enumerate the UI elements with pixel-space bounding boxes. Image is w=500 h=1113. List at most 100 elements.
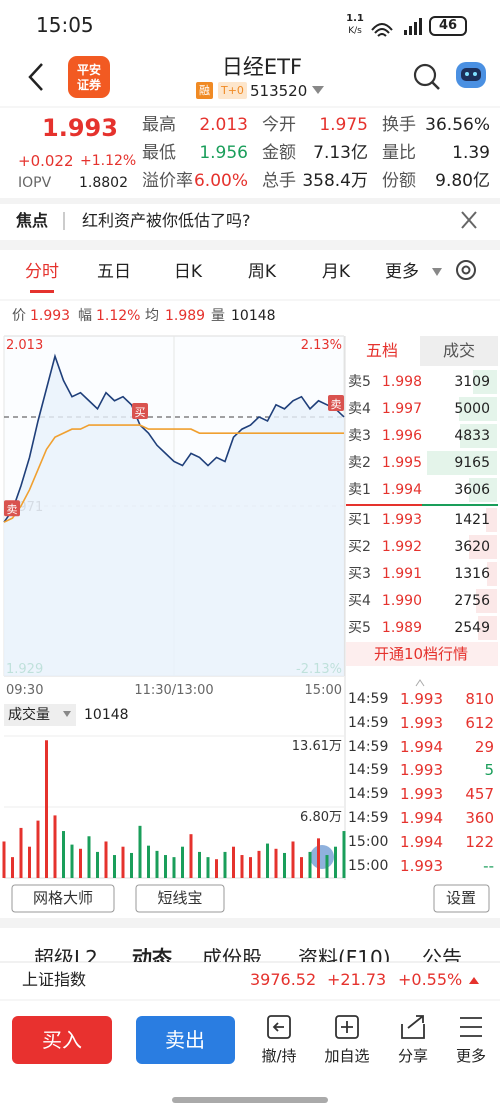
section-tabs: 超级L2 动态 成份股 资料(F10) 公告 — [0, 930, 500, 962]
x-tick-label: 11:30/13:00 — [134, 683, 213, 698]
stat-label: 总手 — [262, 171, 296, 191]
trade-time: 15:00 — [348, 833, 389, 850]
news-label: 焦点 — [16, 211, 49, 230]
volume-bar — [172, 857, 176, 878]
depth-bar — [486, 562, 497, 586]
volume-bar — [317, 838, 320, 878]
book-price: 1.993 — [381, 512, 422, 528]
trade-volume: 29 — [474, 737, 494, 756]
depth-bar — [486, 508, 497, 532]
status-time: 15:05 — [36, 13, 94, 37]
book-price: 1.994 — [381, 482, 422, 498]
broker-logo[interactable] — [68, 56, 110, 98]
tab[interactable]: 分时 — [25, 262, 59, 282]
stat-label: 份额 — [382, 171, 416, 191]
tab[interactable]: 日K — [173, 262, 203, 282]
volume-bar — [334, 846, 337, 878]
stock-code: 513520 — [250, 82, 308, 100]
trade-price: 1.993 — [400, 713, 443, 732]
section-tab[interactable]: 超级L2 — [34, 946, 98, 962]
price-change: +0.022 — [18, 152, 74, 170]
trade-time: 14:59 — [348, 738, 389, 755]
assistant-button[interactable] — [456, 62, 486, 88]
index-name: 上证指数 — [22, 970, 87, 989]
volume-bar — [206, 857, 210, 878]
volume-bar — [291, 841, 295, 878]
price-change-pct: +1.12% — [80, 153, 137, 169]
book-tab[interactable]: 成交 — [442, 341, 476, 360]
book-price: 1.996 — [381, 428, 422, 444]
tool-label[interactable]: 短线宝 — [157, 889, 203, 907]
index-change: +21.73 — [327, 970, 387, 989]
tool-label[interactable]: 设置 — [445, 889, 477, 907]
index-value: 3976.52 — [250, 970, 317, 989]
action-label[interactable]: 更多 — [455, 1047, 487, 1065]
stat-value: 6.00% — [193, 171, 248, 191]
wifi-icon — [371, 23, 393, 37]
book-volume: 3620 — [454, 539, 490, 555]
trade-price: 1.994 — [400, 809, 443, 827]
tab[interactable]: 月K — [321, 262, 351, 282]
volume-bar — [28, 846, 31, 878]
depth-bar — [469, 478, 497, 502]
volume-bar — [87, 836, 91, 878]
close-news-button[interactable] — [461, 211, 477, 229]
book-level: 买5 — [348, 620, 371, 636]
action-label[interactable]: 加自选 — [324, 1047, 370, 1065]
book-price: 1.995 — [381, 455, 422, 471]
trade-price: 1.993 — [400, 690, 443, 708]
tab[interactable]: 周K — [247, 262, 277, 282]
trade-marker-label: 卖 — [7, 503, 18, 516]
stat-value: 1.956 — [199, 143, 248, 163]
stat-label: 量比 — [382, 143, 416, 163]
trade-volume: 360 — [465, 809, 494, 827]
tab[interactable]: 五日 — [97, 262, 131, 282]
tool-button[interactable] — [433, 884, 490, 913]
sell-label[interactable]: 卖出 — [165, 1028, 205, 1052]
buy-button[interactable] — [12, 1016, 112, 1064]
x-tick-label: 09:30 — [6, 683, 43, 698]
dropdown-icon[interactable] — [312, 86, 324, 94]
section-tab[interactable]: 资料(F10) — [298, 946, 391, 962]
summary-label: 量 — [211, 308, 225, 324]
summary-label: 均 — [145, 308, 159, 324]
book-price: 1.997 — [381, 401, 422, 417]
tool-button[interactable] — [135, 884, 225, 913]
depth-bar — [460, 424, 497, 448]
book-tab[interactable]: 五档 — [365, 341, 399, 360]
trade-time: 14:59 — [348, 714, 389, 731]
section-tab[interactable]: 公告 — [422, 946, 462, 962]
price-area — [4, 356, 344, 676]
summary-label: 价 — [12, 308, 26, 324]
trade-marker — [132, 403, 148, 420]
book-volume: 4833 — [454, 428, 490, 444]
y-tick-label: 13.61万 — [292, 739, 342, 754]
buy-label[interactable]: 买入 — [42, 1028, 82, 1052]
tool-label[interactable]: 网格大师 — [32, 889, 94, 907]
stat-label: 溢价率 — [142, 171, 193, 191]
tab-underline — [30, 290, 54, 293]
sell-button[interactable] — [136, 1016, 235, 1064]
tool-button[interactable] — [11, 884, 115, 913]
book-level: 卖5 — [348, 374, 371, 390]
section-tab[interactable]: 成份股 — [202, 946, 262, 962]
back-button[interactable] — [28, 63, 43, 91]
trade-volume: 122 — [465, 832, 494, 851]
action-label[interactable]: 撤/持 — [261, 1047, 297, 1065]
action-label[interactable]: 分享 — [397, 1047, 429, 1065]
book-volume: 3606 — [454, 482, 490, 498]
book-level: 卖2 — [348, 455, 371, 471]
settings-button[interactable] — [456, 260, 476, 280]
news-text[interactable]: 红利资产被你低估了吗? — [82, 211, 251, 230]
summary-value: 10148 — [231, 308, 276, 324]
trade-time: 14:59 — [348, 691, 389, 707]
volume-bar — [155, 850, 159, 878]
upgrade-link[interactable]: 开通10档行情 — [373, 645, 469, 663]
y-tick-label: 2.013 — [6, 338, 43, 353]
tab[interactable]: 更多 — [385, 262, 419, 282]
section-tab[interactable]: 动态 — [132, 946, 172, 962]
volume-bar — [300, 857, 303, 878]
search-button[interactable] — [413, 63, 437, 87]
